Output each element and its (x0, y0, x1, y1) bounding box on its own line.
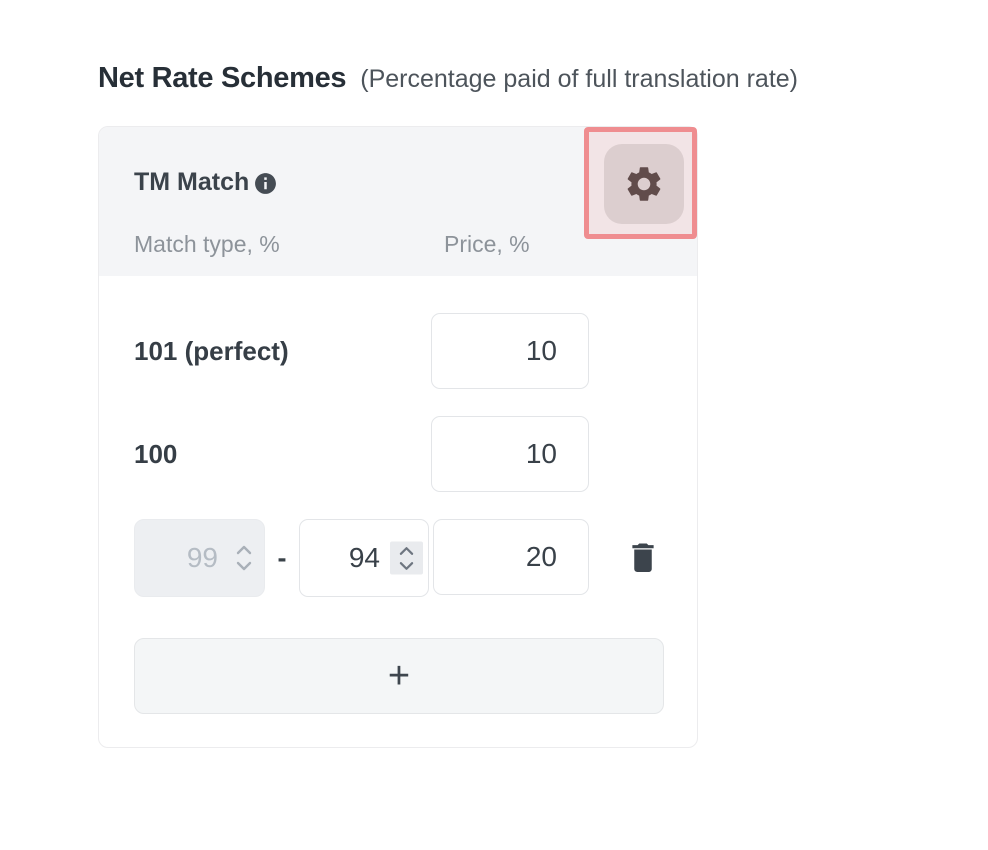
row-label: 101 (perfect) (134, 336, 289, 366)
range-from-field (134, 519, 265, 597)
info-icon (253, 171, 278, 196)
number-spinner[interactable] (390, 541, 423, 575)
price-input-100[interactable] (431, 416, 589, 492)
info-button[interactable] (253, 171, 278, 196)
tm-match-card: TM Match Match type, % Price, % 101 (per… (98, 126, 698, 748)
delete-row-button[interactable] (620, 532, 666, 582)
price-input-range[interactable] (433, 519, 589, 595)
gear-icon (623, 163, 665, 205)
trash-icon (628, 540, 658, 574)
range-separator: - (277, 542, 287, 573)
settings-button[interactable] (604, 144, 684, 224)
up-down-chevrons-icon (399, 546, 414, 570)
row-label: 100 (134, 439, 178, 469)
range-to-field (299, 519, 429, 597)
page-title: Net Rate Schemes (98, 62, 347, 94)
card-title: TM Match (134, 168, 250, 196)
column-header-match-type: Match type, % (134, 231, 280, 257)
price-input-101[interactable] (431, 313, 589, 389)
range-from-input (134, 519, 265, 597)
column-header-price: Price, % (444, 231, 530, 257)
page-header: Net Rate Schemes (Percentage paid of ful… (98, 62, 798, 95)
add-row-button[interactable]: + (134, 638, 664, 714)
page-subtitle: (Percentage paid of full translation rat… (360, 65, 799, 93)
card-header: TM Match Match type, % Price, % (99, 127, 697, 276)
